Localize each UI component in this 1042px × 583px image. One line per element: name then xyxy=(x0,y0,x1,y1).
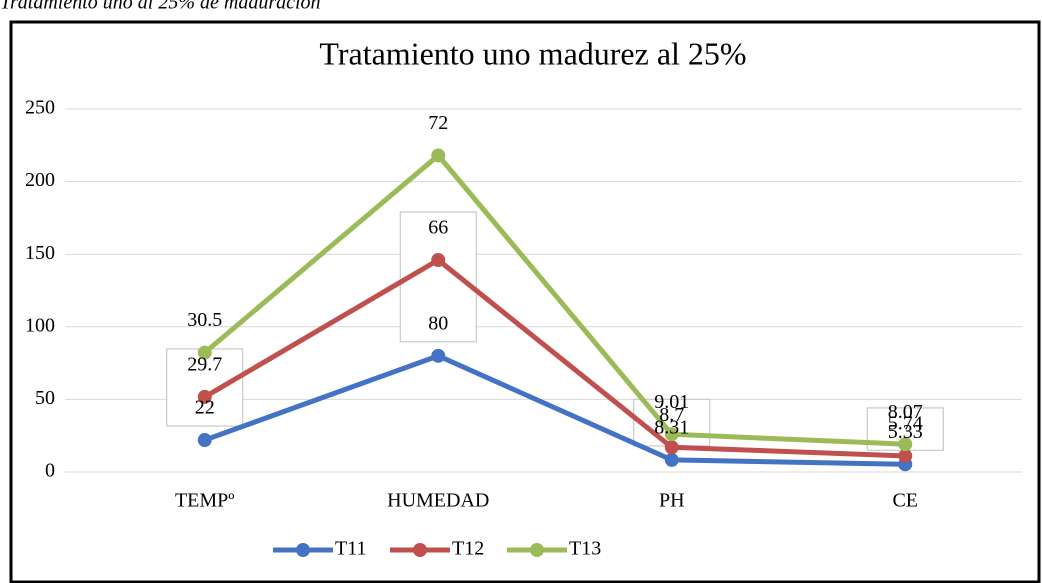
legend-marker xyxy=(530,543,544,557)
point xyxy=(431,348,446,363)
legend-marker xyxy=(296,543,310,557)
data-label: 30.5 xyxy=(187,309,222,331)
point xyxy=(898,448,913,463)
point xyxy=(197,345,212,360)
data-label: 22 xyxy=(195,397,215,419)
legend-label: T13 xyxy=(569,538,601,560)
legend-label: T11 xyxy=(335,538,366,560)
x-tick-label: PH xyxy=(659,490,685,512)
legend-marker xyxy=(413,543,427,557)
label-box xyxy=(166,348,244,427)
x-tick-label: HUMEDAD xyxy=(387,490,489,512)
y-tick-label: 50 xyxy=(35,387,55,409)
point xyxy=(197,433,212,448)
data-label: 5.33 xyxy=(888,421,923,443)
x-tick-label: CE xyxy=(892,490,918,512)
line-series xyxy=(203,353,906,467)
y-tick-label: 100 xyxy=(25,314,55,336)
y-tick-label: 150 xyxy=(25,242,55,264)
legend-label: T12 xyxy=(452,538,484,560)
x-tick-label: TEMPº xyxy=(175,490,235,512)
data-label: 8.7 xyxy=(659,404,684,426)
chart-title: Tratamiento uno madurez al 25% xyxy=(319,35,746,71)
data-label: 8.07 xyxy=(888,401,923,423)
y-tick-label: 0 xyxy=(45,460,55,482)
chart-frame xyxy=(9,20,1041,583)
data-label: 8.31 xyxy=(654,417,689,439)
point xyxy=(431,253,446,268)
data-label: 72 xyxy=(428,112,448,134)
y-tick-label: 250 xyxy=(25,97,55,119)
data-label: 9.01 xyxy=(654,391,689,413)
point xyxy=(431,148,446,163)
data-label: 5.74 xyxy=(888,413,923,435)
data-label: 80 xyxy=(428,312,448,334)
point xyxy=(664,440,679,455)
line-series xyxy=(203,256,906,459)
y-tick-label: 200 xyxy=(25,169,55,191)
point xyxy=(898,437,913,452)
line-series xyxy=(203,151,906,447)
data-label: 66 xyxy=(428,217,448,239)
data-label: 29.7 xyxy=(187,354,222,376)
label-box xyxy=(399,211,477,343)
point xyxy=(664,427,679,442)
caption: Tratamiento uno al 25% de maduración xyxy=(0,0,321,14)
point xyxy=(664,452,679,467)
point xyxy=(197,389,212,404)
